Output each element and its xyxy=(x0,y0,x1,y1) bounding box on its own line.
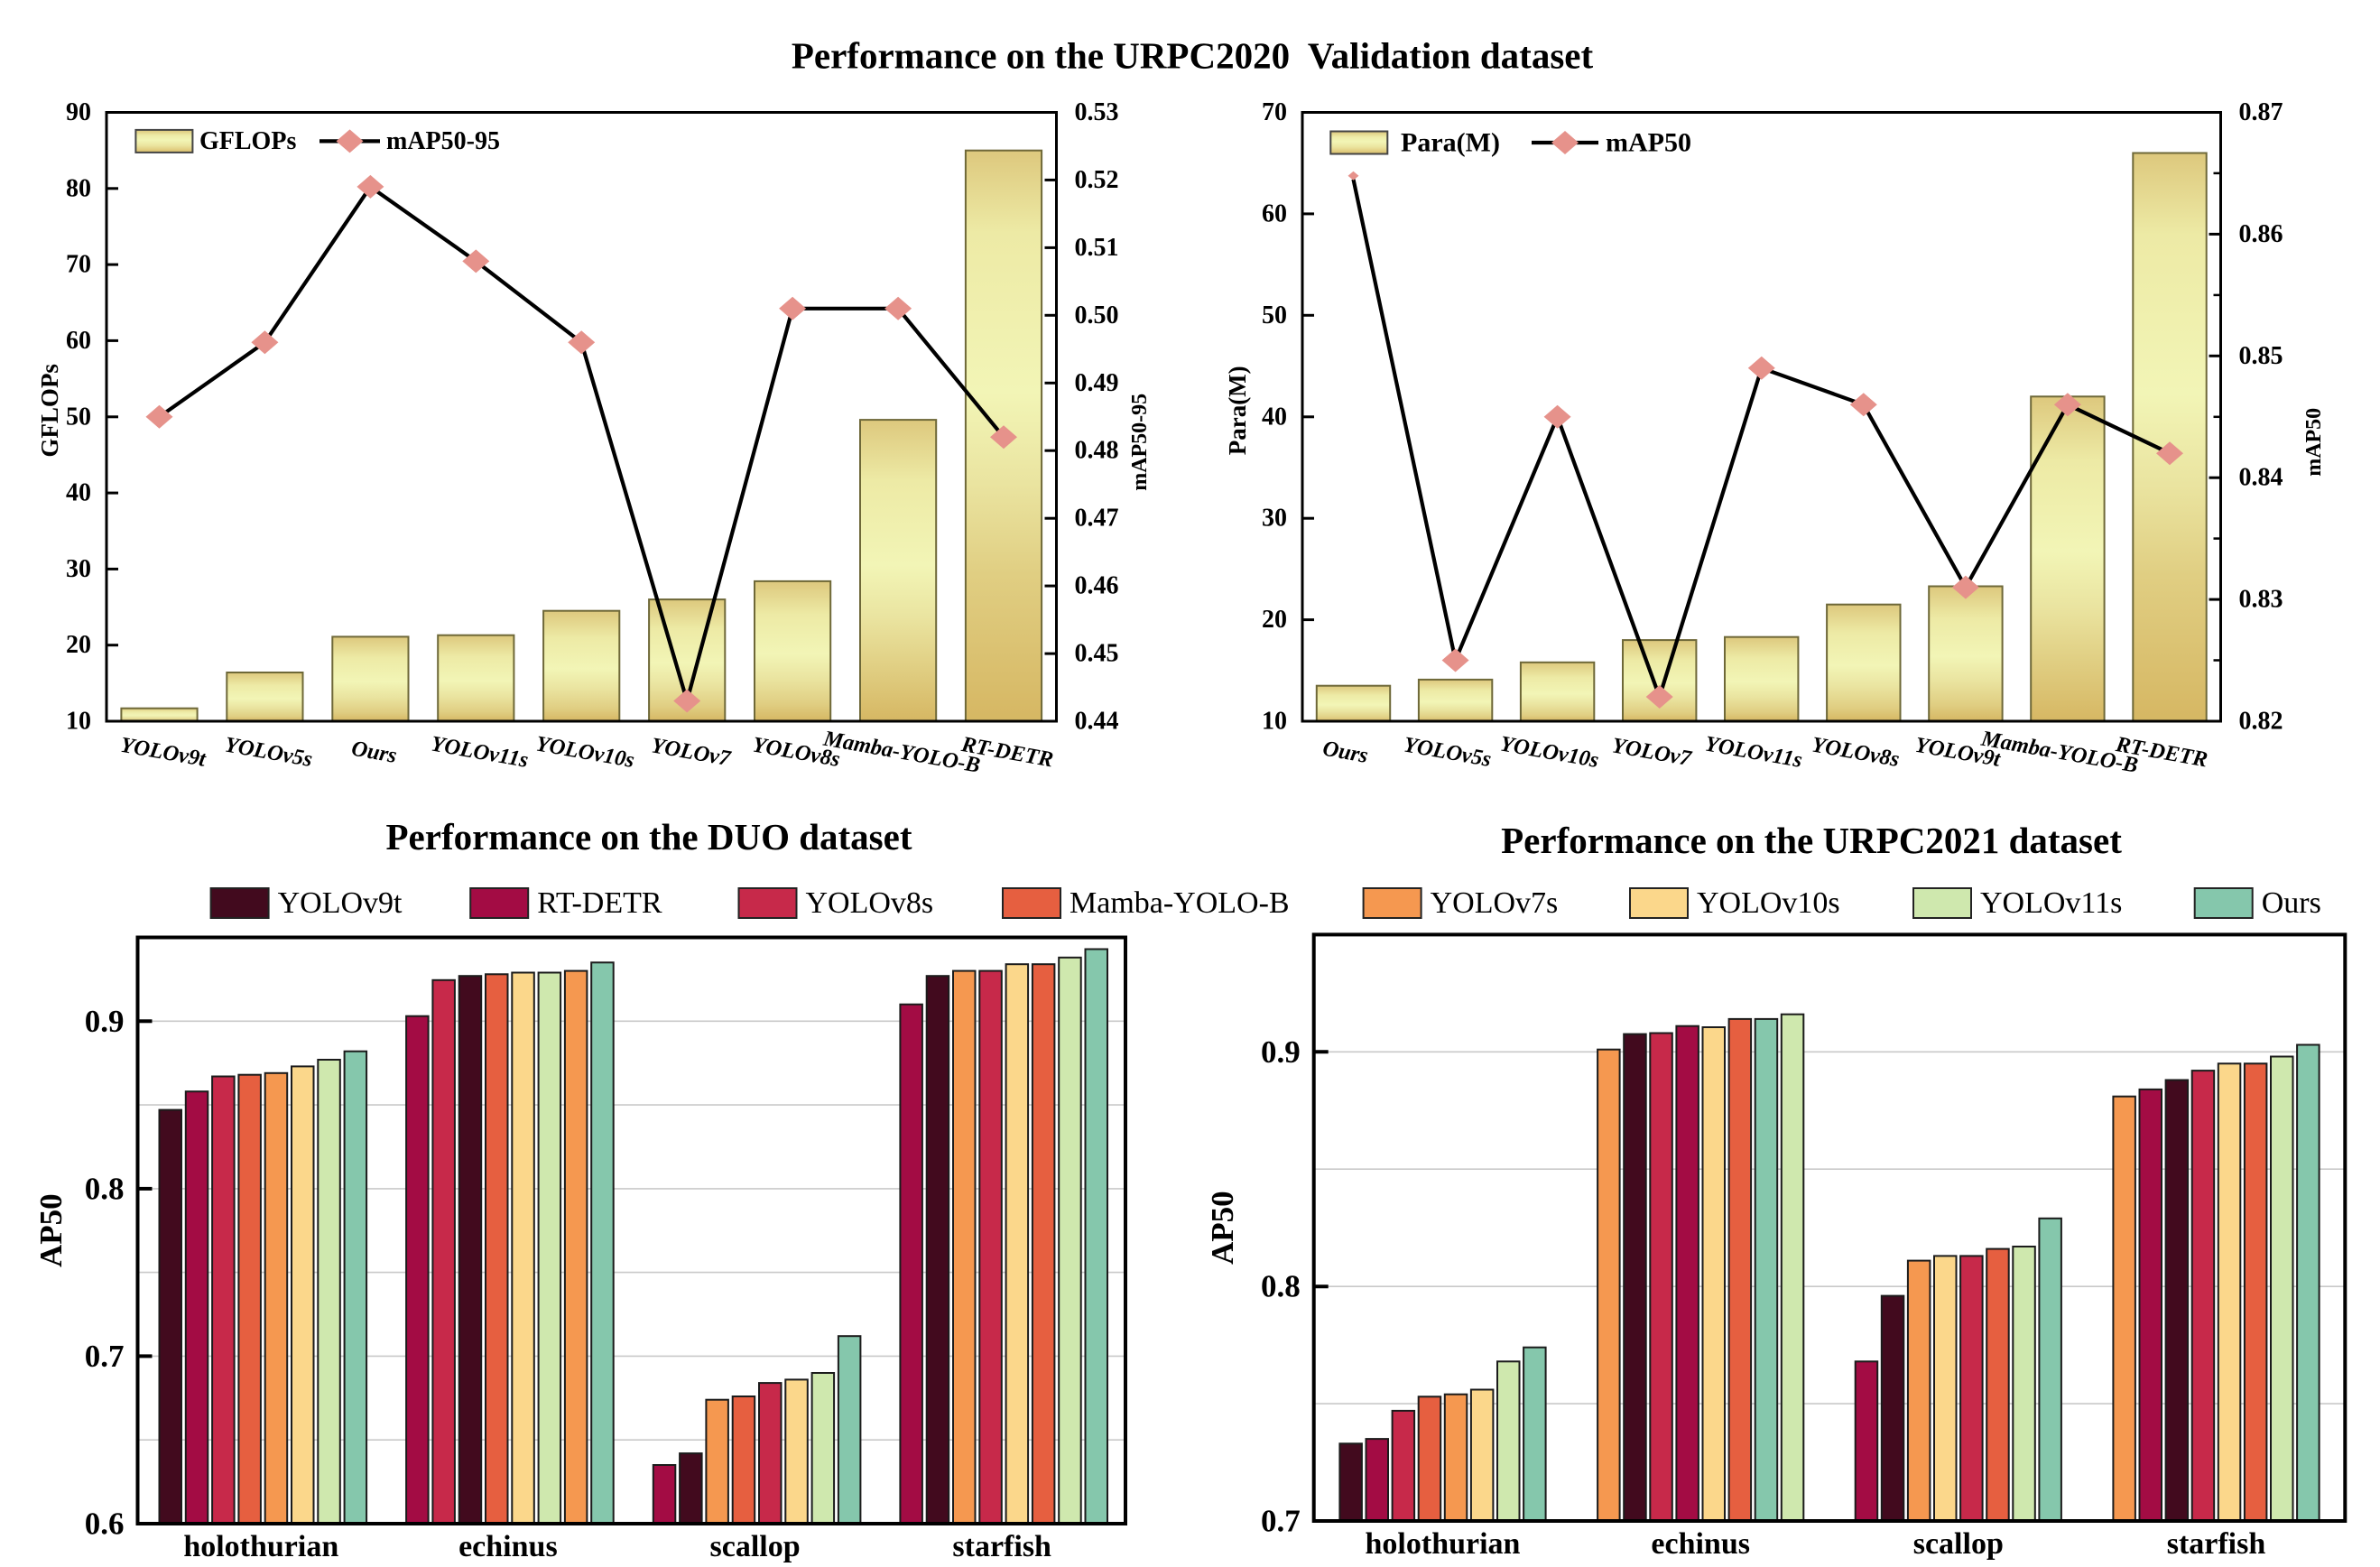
svg-text:scallop: scallop xyxy=(1913,1527,2004,1561)
svg-text:0.86: 0.86 xyxy=(2239,220,2283,248)
svg-text:starfish: starfish xyxy=(2167,1527,2266,1561)
svg-text:0.47: 0.47 xyxy=(1075,505,1119,533)
svg-text:0.52: 0.52 xyxy=(1075,166,1119,194)
svg-text:0.6: 0.6 xyxy=(85,1507,125,1542)
svg-text:0.8: 0.8 xyxy=(1261,1269,1301,1304)
svg-text:90: 90 xyxy=(66,98,91,126)
svg-text:70: 70 xyxy=(66,251,91,279)
svg-text:0.46: 0.46 xyxy=(1075,572,1119,600)
svg-text:YOLOv7s: YOLOv7s xyxy=(1431,886,1559,920)
svg-text:Performance on the DUO dataset: Performance on the DUO dataset xyxy=(386,816,912,858)
svg-text:30: 30 xyxy=(1262,505,1287,533)
svg-text:0.44: 0.44 xyxy=(1075,708,1119,736)
svg-text:60: 60 xyxy=(1262,199,1287,227)
svg-text:YOLOv11s: YOLOv11s xyxy=(1980,886,2122,920)
svg-text:0.8: 0.8 xyxy=(85,1171,125,1206)
svg-text:0.45: 0.45 xyxy=(1075,640,1119,668)
svg-text:YOLOv10s: YOLOv10s xyxy=(1697,886,1840,920)
svg-text:GFLOPs: GFLOPs xyxy=(36,364,63,458)
svg-text:mAP50: mAP50 xyxy=(2302,408,2326,477)
svg-text:20: 20 xyxy=(66,631,91,659)
svg-text:80: 80 xyxy=(66,174,91,202)
svg-text:RT-DETR: RT-DETR xyxy=(537,886,662,920)
svg-text:0.49: 0.49 xyxy=(1075,369,1119,397)
svg-text:0.53: 0.53 xyxy=(1075,98,1119,126)
svg-text:scallop: scallop xyxy=(710,1530,801,1563)
svg-text:20: 20 xyxy=(1262,606,1287,634)
svg-text:10: 10 xyxy=(1262,708,1287,736)
svg-text:Performance on the URPC2020 V: Performance on the URPC2020 Validation d… xyxy=(792,35,1594,77)
svg-text:40: 40 xyxy=(66,479,91,507)
svg-text:50: 50 xyxy=(66,403,91,431)
svg-text:0.9: 0.9 xyxy=(85,1004,125,1039)
svg-text:0.9: 0.9 xyxy=(1261,1034,1301,1070)
svg-text:AP50: AP50 xyxy=(1205,1191,1240,1265)
svg-text:GFLOPs: GFLOPs xyxy=(199,127,296,155)
svg-text:Ours: Ours xyxy=(2262,886,2321,920)
svg-text:0.48: 0.48 xyxy=(1075,437,1119,465)
svg-text:holothurian: holothurian xyxy=(183,1530,338,1563)
svg-text:echinus: echinus xyxy=(1651,1527,1750,1561)
svg-text:Mamba-YOLO-B: Mamba-YOLO-B xyxy=(1070,886,1290,920)
svg-text:0.84: 0.84 xyxy=(2239,464,2283,492)
svg-text:holothurian: holothurian xyxy=(1366,1527,1521,1561)
svg-text:0.85: 0.85 xyxy=(2239,342,2283,370)
svg-text:0.50: 0.50 xyxy=(1075,301,1119,329)
svg-text:50: 50 xyxy=(1262,301,1287,329)
svg-text:YOLOv8s: YOLOv8s xyxy=(806,886,934,920)
svg-text:70: 70 xyxy=(1262,98,1287,126)
svg-text:0.7: 0.7 xyxy=(1261,1504,1301,1539)
svg-text:starfish: starfish xyxy=(952,1530,1051,1563)
svg-text:30: 30 xyxy=(66,555,91,583)
svg-text:AP50: AP50 xyxy=(33,1193,69,1267)
svg-text:mAP50-95: mAP50-95 xyxy=(386,127,500,155)
svg-text:Performance on the URPC2021 da: Performance on the URPC2021 dataset xyxy=(1501,820,2122,861)
svg-text:40: 40 xyxy=(1262,403,1287,431)
svg-text:60: 60 xyxy=(66,327,91,355)
svg-text:mAP50-95: mAP50-95 xyxy=(1128,394,1152,491)
svg-text:0.83: 0.83 xyxy=(2239,586,2283,614)
svg-text:Para(M): Para(M) xyxy=(1224,366,1251,455)
svg-text:0.87: 0.87 xyxy=(2239,98,2283,126)
svg-text:YOLOv9t: YOLOv9t xyxy=(278,886,403,920)
svg-text:0.82: 0.82 xyxy=(2239,708,2283,736)
svg-text:Para(M): Para(M) xyxy=(1401,128,1500,158)
svg-text:0.51: 0.51 xyxy=(1075,234,1119,262)
svg-text:echinus: echinus xyxy=(458,1530,558,1563)
svg-text:mAP50: mAP50 xyxy=(1606,128,1691,158)
svg-text:10: 10 xyxy=(66,708,91,736)
svg-text:0.7: 0.7 xyxy=(85,1339,125,1374)
